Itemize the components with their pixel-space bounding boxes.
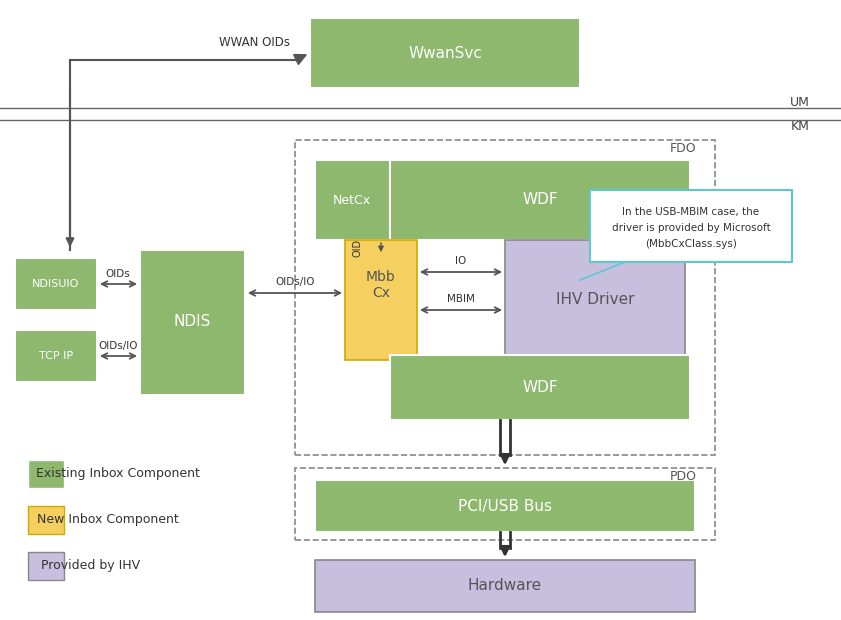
FancyBboxPatch shape — [28, 506, 64, 534]
Text: OIDs: OIDs — [106, 269, 130, 279]
FancyBboxPatch shape — [315, 480, 695, 532]
Text: MBIM: MBIM — [447, 294, 475, 304]
Text: Hardware: Hardware — [468, 578, 542, 593]
FancyBboxPatch shape — [390, 160, 690, 240]
Text: PDO: PDO — [669, 469, 696, 482]
Text: TCP IP: TCP IP — [39, 351, 73, 361]
Text: FDO: FDO — [669, 141, 696, 154]
Text: KM: KM — [791, 120, 809, 133]
FancyBboxPatch shape — [28, 460, 64, 488]
Text: IO: IO — [455, 256, 467, 266]
Text: PCI/USB Bus: PCI/USB Bus — [458, 498, 552, 513]
Text: WwanSvc: WwanSvc — [408, 45, 482, 61]
FancyBboxPatch shape — [590, 190, 792, 262]
Text: IHV Driver: IHV Driver — [556, 293, 634, 308]
Text: NetCx: NetCx — [333, 193, 371, 206]
Text: Provided by IHV: Provided by IHV — [41, 559, 140, 572]
Text: (MbbCxClass.sys): (MbbCxClass.sys) — [645, 239, 737, 249]
FancyBboxPatch shape — [15, 330, 97, 382]
FancyBboxPatch shape — [315, 560, 695, 612]
Text: WDF: WDF — [522, 379, 558, 394]
FancyBboxPatch shape — [390, 355, 690, 420]
Text: NDIS: NDIS — [173, 314, 211, 329]
Text: driver is provided by Microsoft: driver is provided by Microsoft — [611, 223, 770, 233]
FancyBboxPatch shape — [505, 240, 685, 360]
FancyBboxPatch shape — [15, 258, 97, 310]
Text: UM: UM — [790, 95, 810, 108]
FancyBboxPatch shape — [310, 18, 580, 88]
Text: OIDs/IO: OIDs/IO — [98, 341, 138, 351]
FancyBboxPatch shape — [345, 240, 417, 360]
Text: Existing Inbox Component: Existing Inbox Component — [36, 467, 200, 481]
FancyBboxPatch shape — [315, 160, 390, 240]
FancyBboxPatch shape — [28, 552, 64, 580]
FancyBboxPatch shape — [140, 250, 245, 395]
Text: In the USB-MBIM case, the: In the USB-MBIM case, the — [622, 207, 759, 217]
Text: OID: OID — [353, 239, 363, 257]
Text: WDF: WDF — [522, 192, 558, 208]
Text: OIDs/IO: OIDs/IO — [275, 277, 315, 287]
Text: NDISUIO: NDISUIO — [32, 279, 80, 289]
Text: New Inbox Component: New Inbox Component — [37, 513, 179, 526]
Text: Mbb
Cx: Mbb Cx — [366, 270, 396, 300]
Text: WWAN OIDs: WWAN OIDs — [220, 35, 290, 48]
